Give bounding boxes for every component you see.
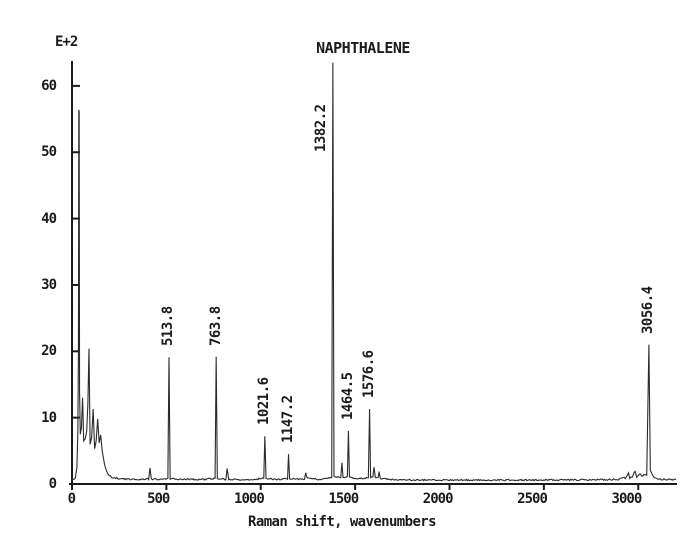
peak-label-763.8: 763.8	[207, 305, 224, 346]
peak-label-3056.4: 3056.4	[640, 286, 657, 334]
y-tick-label: 50	[41, 144, 57, 161]
y-tick-label: 0	[48, 476, 57, 492]
peak-label-1021.6: 1021.6	[256, 377, 273, 426]
peak-label-1464.5: 1464.5	[339, 372, 356, 420]
peak-label-1576.6: 1576.6	[361, 350, 378, 399]
x-tick-label: 2000	[422, 491, 454, 507]
x-tick-label: 2500	[517, 491, 548, 507]
y-tick-label: 10	[41, 409, 57, 426]
chart-title: NAPHTHALENE	[316, 39, 410, 57]
spectrum-trace	[71, 62, 677, 482]
x-tick-label: 500	[147, 491, 170, 507]
x-tick-label: 1000	[234, 491, 265, 507]
x-tick-label: 1500	[328, 491, 359, 507]
peak-label-1147.2: 1147.2	[280, 395, 297, 444]
y-tick-label: 20	[41, 343, 57, 360]
peak-label-513.8: 513.8	[160, 306, 177, 347]
y-axis-scale-label: E+2	[55, 34, 78, 50]
x-tick-label: 3000	[611, 491, 643, 507]
peak-label-1382.2: 1382.2	[313, 104, 330, 152]
y-tick-label: 30	[41, 276, 57, 293]
x-axis-title: Raman shift, wavenumbers	[248, 514, 436, 530]
x-tick-label: 0	[67, 491, 76, 507]
y-tick-label: 60	[41, 77, 57, 94]
y-tick-label: 40	[41, 210, 57, 227]
